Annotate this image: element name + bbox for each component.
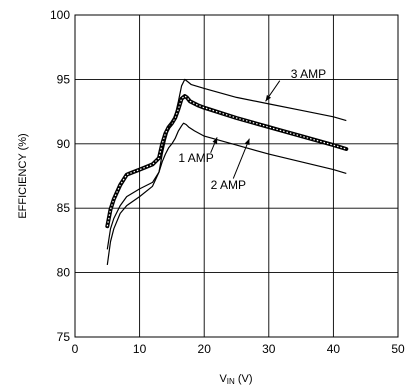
x-axis-label-main: V [219,373,227,385]
series-line-3-amp [106,78,347,265]
y-tick-labels: 75 80 85 90 95 100 [50,8,70,344]
y-tick-label: 90 [57,137,71,151]
x-tick-label: 10 [133,342,147,356]
y-axis-label: EFFICIENCY (%) [17,133,29,218]
grid-lines [75,15,398,337]
y-tick-label: 80 [57,266,71,280]
x-axis-label-unit: (V) [235,373,253,385]
x-tick-label: 30 [262,342,276,356]
y-tick-label: 75 [57,330,71,344]
annotation-arrowhead-2-amp [244,138,250,146]
annotation-arrowhead-3-amp [265,94,272,102]
annotation-label-1-amp: 1 AMP [178,151,213,165]
series-layer [105,78,349,265]
annotation-label-2-amp: 2 AMP [211,178,246,192]
x-tick-label: 50 [391,342,405,356]
x-tick-label: 0 [72,342,79,356]
plot-background [75,15,398,337]
x-tick-label: 40 [327,342,341,356]
y-tick-label: 95 [57,72,71,86]
annotation-leader-2-amp [232,138,250,179]
series-line-1-amp [106,122,347,250]
x-tick-labels: 0 10 20 30 40 50 [72,342,405,356]
y-tick-label: 85 [57,201,71,215]
x-axis-label: VIN (V) [219,373,252,385]
annotation-arrowhead-1-amp [212,137,218,144]
plot-frame [74,14,399,338]
annotation-label-3-amp: 3 AMP [291,67,326,81]
x-axis-label-subscript: IN [227,377,235,385]
y-tick-label: 100 [50,8,70,22]
annotation-layer: 3 AMP 1 AMP 2 AMP [178,67,326,192]
x-tick-label: 20 [198,342,212,356]
